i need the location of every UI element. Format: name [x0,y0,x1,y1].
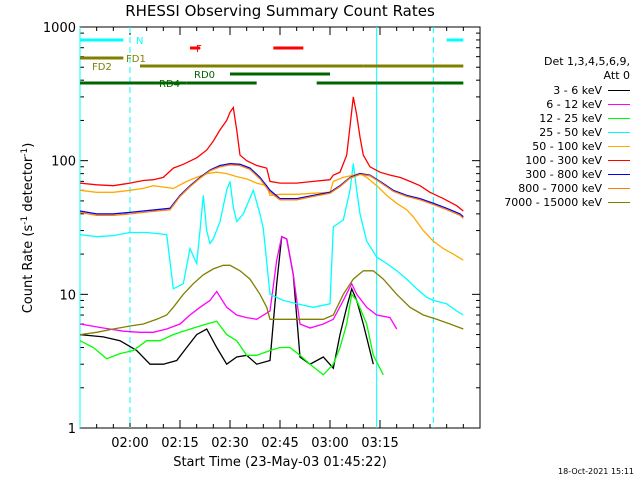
legend-label: 12 - 25 keV [539,111,602,125]
series-line [79,163,464,316]
y-tick-label: 1000 [43,21,76,36]
series-line [79,162,464,218]
legend-label: 7000 - 15000 keV [504,195,602,209]
legend-item: 50 - 100 keV [532,139,630,153]
legend-item: 3 - 6 keV [553,83,630,97]
legend-item: 300 - 800 keV [525,167,630,181]
legend-swatch [608,131,630,133]
plot-frame [79,26,481,429]
legend-swatch [608,159,630,161]
legend-item: 25 - 50 keV [539,125,630,139]
annotation-label: F [196,44,202,55]
legend-swatch [608,201,630,203]
x-tick-label: 03:15 [361,436,398,451]
annotation-label: FD1 [126,54,146,65]
legend-item: 800 - 7000 keV [518,181,630,195]
x-tick-label: 02:30 [211,436,248,451]
legend-label: 50 - 100 keV [532,139,602,153]
series-line [79,96,464,212]
legend-swatch [608,103,630,105]
y-tick-label: 1 [68,422,76,437]
x-axis-label: Start Time (23-May-03 01:45:22) [173,455,387,470]
annotation-label: RD4 [159,79,180,90]
chart-title: RHESSI Observing Summary Count Rates [125,2,435,20]
y-axis-label: Count Rate (s-1 detector-1) [19,142,37,314]
legend-swatch [608,187,630,189]
x-tick-label: 02:00 [111,436,148,451]
series-line [79,171,464,261]
y-tick-label: 100 [51,155,76,170]
legend-label: 800 - 7000 keV [518,181,602,195]
legend-label: 300 - 800 keV [525,167,602,181]
legend-detectors: Det 1,3,4,5,6,9, [543,55,630,68]
annotation-label: RD0 [194,70,215,81]
x-tick-label: 02:15 [161,436,198,451]
annotation-label: N [136,36,143,47]
legend-label: 6 - 12 keV [546,97,602,111]
annotation-label: FD2 [92,62,112,73]
legend-swatch [608,173,630,175]
legend-swatch [608,117,630,119]
series-line [79,235,398,333]
legend-swatch [608,89,630,91]
legend-item: 6 - 12 keV [546,97,630,111]
timestamp: 18-Oct-2021 15:11 [558,467,634,476]
series-line [79,164,464,219]
x-tick-label: 02:45 [261,436,298,451]
legend-item: 100 - 300 keV [525,153,630,167]
legend-item: 12 - 25 keV [539,111,630,125]
legend-label: 3 - 6 keV [553,83,602,97]
legend-attenuator: Att 0 [603,69,630,82]
x-tick-label: 03:00 [311,436,348,451]
series-line [79,264,464,336]
series-line [79,292,384,376]
legend-label: 100 - 300 keV [525,153,602,167]
y-tick-label: 10 [59,288,76,303]
legend-label: 25 - 50 keV [539,125,602,139]
legend-item: 7000 - 15000 keV [504,195,630,209]
series-line [79,235,374,370]
legend-swatch [608,145,630,147]
